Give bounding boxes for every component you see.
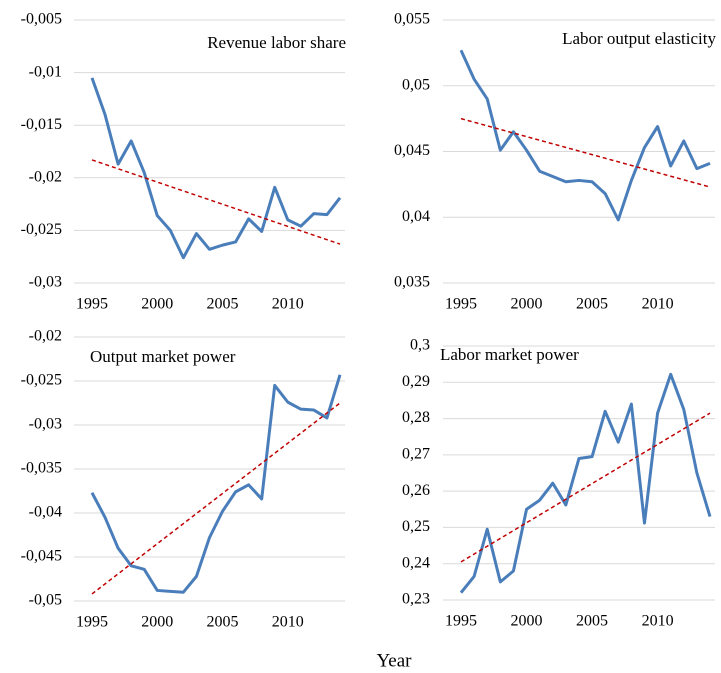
chart-title: Output market power [90,347,236,366]
y-tick-label: -0,025 [21,372,62,389]
y-tick-label: -0,03 [29,416,62,433]
y-tick-label: -0,02 [29,328,62,345]
y-tick-label: 0,26 [402,482,430,499]
y-tick-label: 0,27 [402,446,430,463]
x-tick-label: 2010 [642,613,674,630]
y-tick-label: -0,005 [21,11,62,28]
x-tick-label: 2000 [141,614,173,631]
y-tick-label: 0,3 [410,337,430,354]
data-line [459,372,712,594]
trend-line [91,402,341,595]
y-tick-label: 0,25 [402,518,430,535]
y-tick-label: 0,24 [402,554,430,571]
y-tick-label: -0,015 [21,116,62,133]
chart-title: Labor output elasticity [562,29,716,48]
x-tick-label: 2005 [207,296,239,313]
y-tick-label: -0,035 [21,460,62,477]
x-tick-label: 2005 [576,613,608,630]
y-tick-label: -0,02 [29,168,62,185]
y-tick-label: 0,035 [394,274,430,291]
trend-line [460,117,711,188]
chart-title: Revenue labor share [207,33,346,52]
y-tick-label: -0,04 [29,504,62,521]
x-axis-label: Year [376,650,412,671]
x-tick-label: 2010 [272,614,304,631]
y-tick-label: 0,29 [402,373,430,390]
y-tick-label: -0,05 [29,592,62,609]
y-tick-label: -0,045 [21,548,62,565]
x-tick-label: 1995 [76,296,108,313]
x-tick-label: 1995 [445,296,477,313]
x-tick-label: 1995 [76,614,108,631]
y-tick-label: -0,03 [29,274,62,291]
trend-line [460,412,711,563]
data-line [90,77,342,260]
data-line [90,374,342,594]
x-tick-label: 2000 [141,296,173,313]
y-tick-label: -0,025 [21,221,62,238]
x-tick-label: 2005 [207,614,239,631]
x-tick-label: 1995 [445,613,477,630]
y-tick-label: 0,05 [402,76,430,93]
x-tick-label: 2005 [576,296,608,313]
x-tick-label: 2010 [642,296,674,313]
y-tick-label: 0,28 [402,409,430,426]
chart-title: Labor market power [440,345,579,364]
y-tick-label: 0,23 [402,591,430,608]
data-line [459,49,711,222]
y-tick-label: 0,055 [394,11,430,28]
x-tick-label: 2000 [511,613,543,630]
y-tick-label: -0,01 [29,63,62,80]
y-tick-label: 0,045 [394,142,430,159]
y-tick-label: 0,04 [402,208,430,225]
x-tick-label: 2010 [272,296,304,313]
trend-line [91,159,341,245]
x-tick-label: 2000 [511,296,543,313]
